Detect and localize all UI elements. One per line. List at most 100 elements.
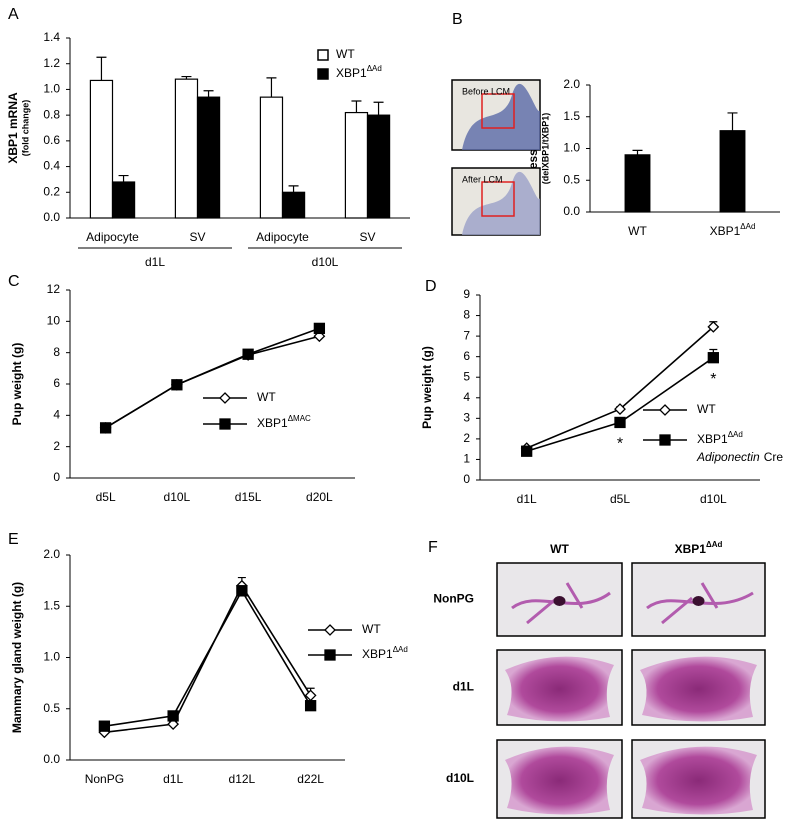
y-tick-label: 0.4 xyxy=(43,159,60,173)
y-tick-label: 0.0 xyxy=(43,210,60,224)
error-bar xyxy=(288,185,299,193)
x-tick-label-main: Adipocyte xyxy=(86,230,139,244)
x-tick-label: Adipocyte xyxy=(256,230,309,244)
bar xyxy=(624,154,651,213)
legend-label: XBP1ΔAd xyxy=(336,64,382,80)
legend-label-main: WT xyxy=(336,47,355,61)
legend-label-main: WT xyxy=(257,390,276,404)
y-tick-label: 1.4 xyxy=(43,30,60,44)
y-tick-label: 6 xyxy=(463,349,470,363)
x-tick-label-main: d15L xyxy=(235,490,262,504)
error-bar xyxy=(351,100,362,113)
y-tick-label: 1.0 xyxy=(43,82,60,96)
y-tick-label: 0.5 xyxy=(43,701,60,715)
tissue xyxy=(462,171,540,235)
marker xyxy=(707,352,719,364)
bar xyxy=(281,191,306,219)
y-tick-label: 9 xyxy=(463,287,470,301)
legend-label-main: XBP1 xyxy=(362,647,393,661)
marker xyxy=(313,322,326,335)
legend-label: WT xyxy=(257,390,276,404)
panel-label: B xyxy=(452,11,463,28)
legend-label-sup: ΔAd xyxy=(728,430,743,439)
y-tick-label: 2 xyxy=(463,431,470,445)
panel-label: F xyxy=(428,539,438,556)
x-tick-label-sup: ΔAd xyxy=(740,222,755,231)
y-tick-label: 1.2 xyxy=(43,56,60,70)
column-label-sup: ΔAd xyxy=(706,540,723,549)
y-tick-label: 2.0 xyxy=(43,547,60,561)
panel-label: E xyxy=(8,531,19,548)
legend-label-sup: ΔMAC xyxy=(288,414,311,423)
x-tick-label-main: d20L xyxy=(306,490,333,504)
y-tick-label: 0 xyxy=(463,472,470,486)
x-tick-label: d12L xyxy=(229,772,256,786)
marker xyxy=(171,379,183,391)
marker xyxy=(242,348,254,360)
bar xyxy=(174,78,199,219)
bar xyxy=(89,79,114,219)
marker xyxy=(98,720,111,732)
x-tick-label: d1L xyxy=(517,492,537,506)
bar xyxy=(366,114,391,219)
panel-label: C xyxy=(8,273,20,290)
legend-label-main: XBP1 xyxy=(336,66,367,80)
image-label: Before LCM xyxy=(462,86,510,96)
line xyxy=(105,327,320,429)
x-tick-label: d1L xyxy=(163,772,183,786)
y-tick-label: 0.6 xyxy=(43,133,60,147)
x-tick-label-main: d10L xyxy=(164,490,191,504)
y-tick-label: 1.5 xyxy=(43,598,60,612)
column-label-main: WT xyxy=(550,542,569,556)
legend-label-main: WT xyxy=(697,402,716,416)
y-tick-label: 0 xyxy=(53,470,60,484)
marker xyxy=(167,710,179,722)
roi-box xyxy=(481,93,515,129)
legend-swatch xyxy=(317,68,329,80)
error-bar xyxy=(727,112,738,131)
x-tick-label: WT xyxy=(628,224,647,238)
gland-tissue xyxy=(640,746,757,815)
y-axis-label: XBP1 mRNA xyxy=(6,92,20,164)
y-axis-label: Mammary gland weight (g) xyxy=(10,582,24,733)
y-tick-label: 0.5 xyxy=(563,172,580,186)
legend-marker xyxy=(659,434,671,446)
y-tick-label: 1.0 xyxy=(43,650,60,664)
x-tick-label-main: SV xyxy=(359,230,375,244)
y-tick-label: 0.0 xyxy=(43,752,60,766)
x-tick-label: d10L xyxy=(164,490,191,504)
marker xyxy=(304,700,317,712)
roi-box xyxy=(481,181,515,217)
row-label: d1L xyxy=(453,680,474,694)
legend-note: Adiponectin Cre xyxy=(696,450,783,464)
y-tick-label: 1.5 xyxy=(563,109,580,123)
x-tick-label-main: d5L xyxy=(610,492,630,506)
x-tick-label-main: WT xyxy=(628,224,647,238)
y-axis-label: (delXBP1/tXBP1) xyxy=(540,113,550,185)
line xyxy=(104,589,312,727)
legend-label: XBP1ΔMAC xyxy=(257,414,311,430)
tissue xyxy=(462,83,540,150)
y-tick-label: 0.8 xyxy=(43,107,60,121)
error-bar xyxy=(96,56,107,81)
y-tick-label: 6 xyxy=(53,376,60,390)
x-tick-label: XBP1ΔAd xyxy=(710,222,756,238)
x-tick-label-main: XBP1 xyxy=(710,224,741,238)
bar xyxy=(111,181,136,219)
y-tick-label: 1 xyxy=(463,452,470,466)
y-tick-label: 12 xyxy=(47,282,61,296)
error-bar xyxy=(203,90,214,98)
marker xyxy=(167,718,180,731)
row-label: NonPG xyxy=(433,592,474,606)
column-label: WT xyxy=(550,542,569,556)
error-bar xyxy=(266,77,277,98)
marker xyxy=(614,416,626,429)
error-bar xyxy=(181,75,192,80)
image-label: After LCM xyxy=(462,174,503,184)
legend-marker xyxy=(219,418,231,430)
y-tick-label: 10 xyxy=(47,314,61,328)
legend-marker xyxy=(324,649,336,661)
y-tick-label: 4 xyxy=(53,408,60,422)
error-bar xyxy=(118,174,129,182)
